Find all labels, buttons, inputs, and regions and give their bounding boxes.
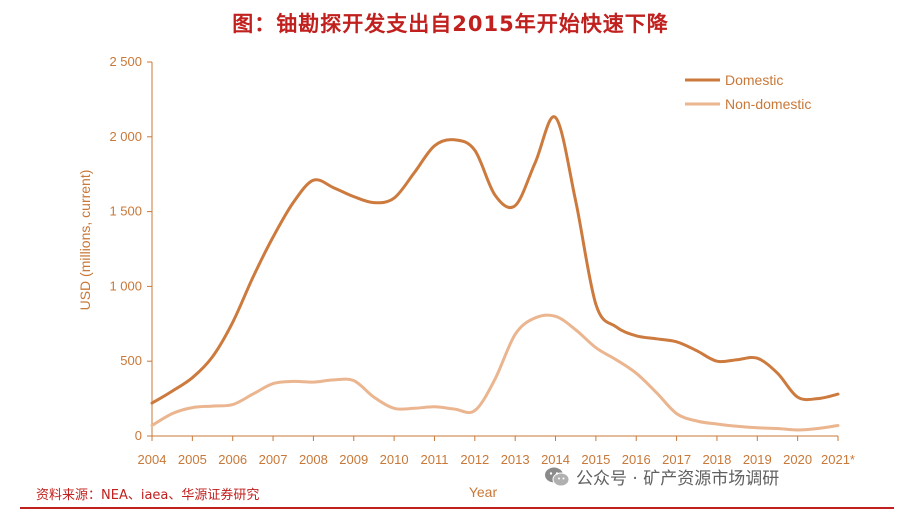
legend-label-domestic: Domestic <box>725 72 783 88</box>
x-tick-label: 2018 <box>702 452 731 467</box>
x-tick-label: 2017 <box>662 452 691 467</box>
x-tick-label: 2005 <box>178 452 207 467</box>
x-tick-label: 2013 <box>501 452 530 467</box>
watermark-text: 公众号 · 矿产资源市场调研 <box>576 469 780 489</box>
x-tick-label: 2011 <box>420 452 448 467</box>
wechat-icon <box>545 467 570 486</box>
y-tick-label: 2 000 <box>109 129 142 144</box>
bottom-rule <box>20 507 894 509</box>
x-tick-label: 2010 <box>380 452 409 467</box>
x-tick-label: 2008 <box>299 452 328 467</box>
x-tick-label: 2007 <box>259 452 288 467</box>
x-tick-label: 2012 <box>460 452 489 467</box>
y-tick-label: 500 <box>120 353 142 368</box>
watermark: 公众号 · 矿产资源市场调研 <box>544 464 779 489</box>
source-note: 资料来源：NEA、iaea、华源证券研究 <box>36 488 260 503</box>
series-layer <box>150 115 840 432</box>
x-tick-label: 2009 <box>339 452 368 467</box>
y-axis-title: USD (millions, current) <box>77 170 93 311</box>
legend-label-non-domestic: Non-domestic <box>725 96 811 112</box>
x-tick-label: 2004 <box>138 452 167 467</box>
chart-title: 图：铀勘探开发支出自2015年开始快速下降 <box>232 12 669 36</box>
x-tick-label: 2016 <box>622 452 651 467</box>
x-tick-label: 2006 <box>218 452 247 467</box>
x-tick-label: 2014 <box>541 452 570 467</box>
y-tick-label: 2 500 <box>109 54 142 69</box>
y-tick-labels: 0 500 1 000 1 500 2 000 2 500 <box>109 54 142 443</box>
x-tick-label: 2021* <box>821 452 855 467</box>
x-tick-labels: 2004 2005 2006 2007 2008 2009 2010 2011 2012 2013… <box>138 452 855 467</box>
x-tick-label: 2019 <box>743 452 772 467</box>
chart-axes <box>147 61 839 441</box>
x-tick-label: 2020 <box>783 452 812 467</box>
x-axis-title: Year <box>469 484 498 500</box>
legend: Domestic Non-domestic <box>685 72 811 112</box>
x-tick-label: 2015 <box>581 452 610 467</box>
series-domestic-line <box>150 115 840 405</box>
y-tick-label: 1 000 <box>109 278 142 293</box>
series-non-domestic-line <box>150 313 840 432</box>
y-tick-label: 0 <box>135 428 142 443</box>
y-tick-label: 1 500 <box>109 204 142 219</box>
